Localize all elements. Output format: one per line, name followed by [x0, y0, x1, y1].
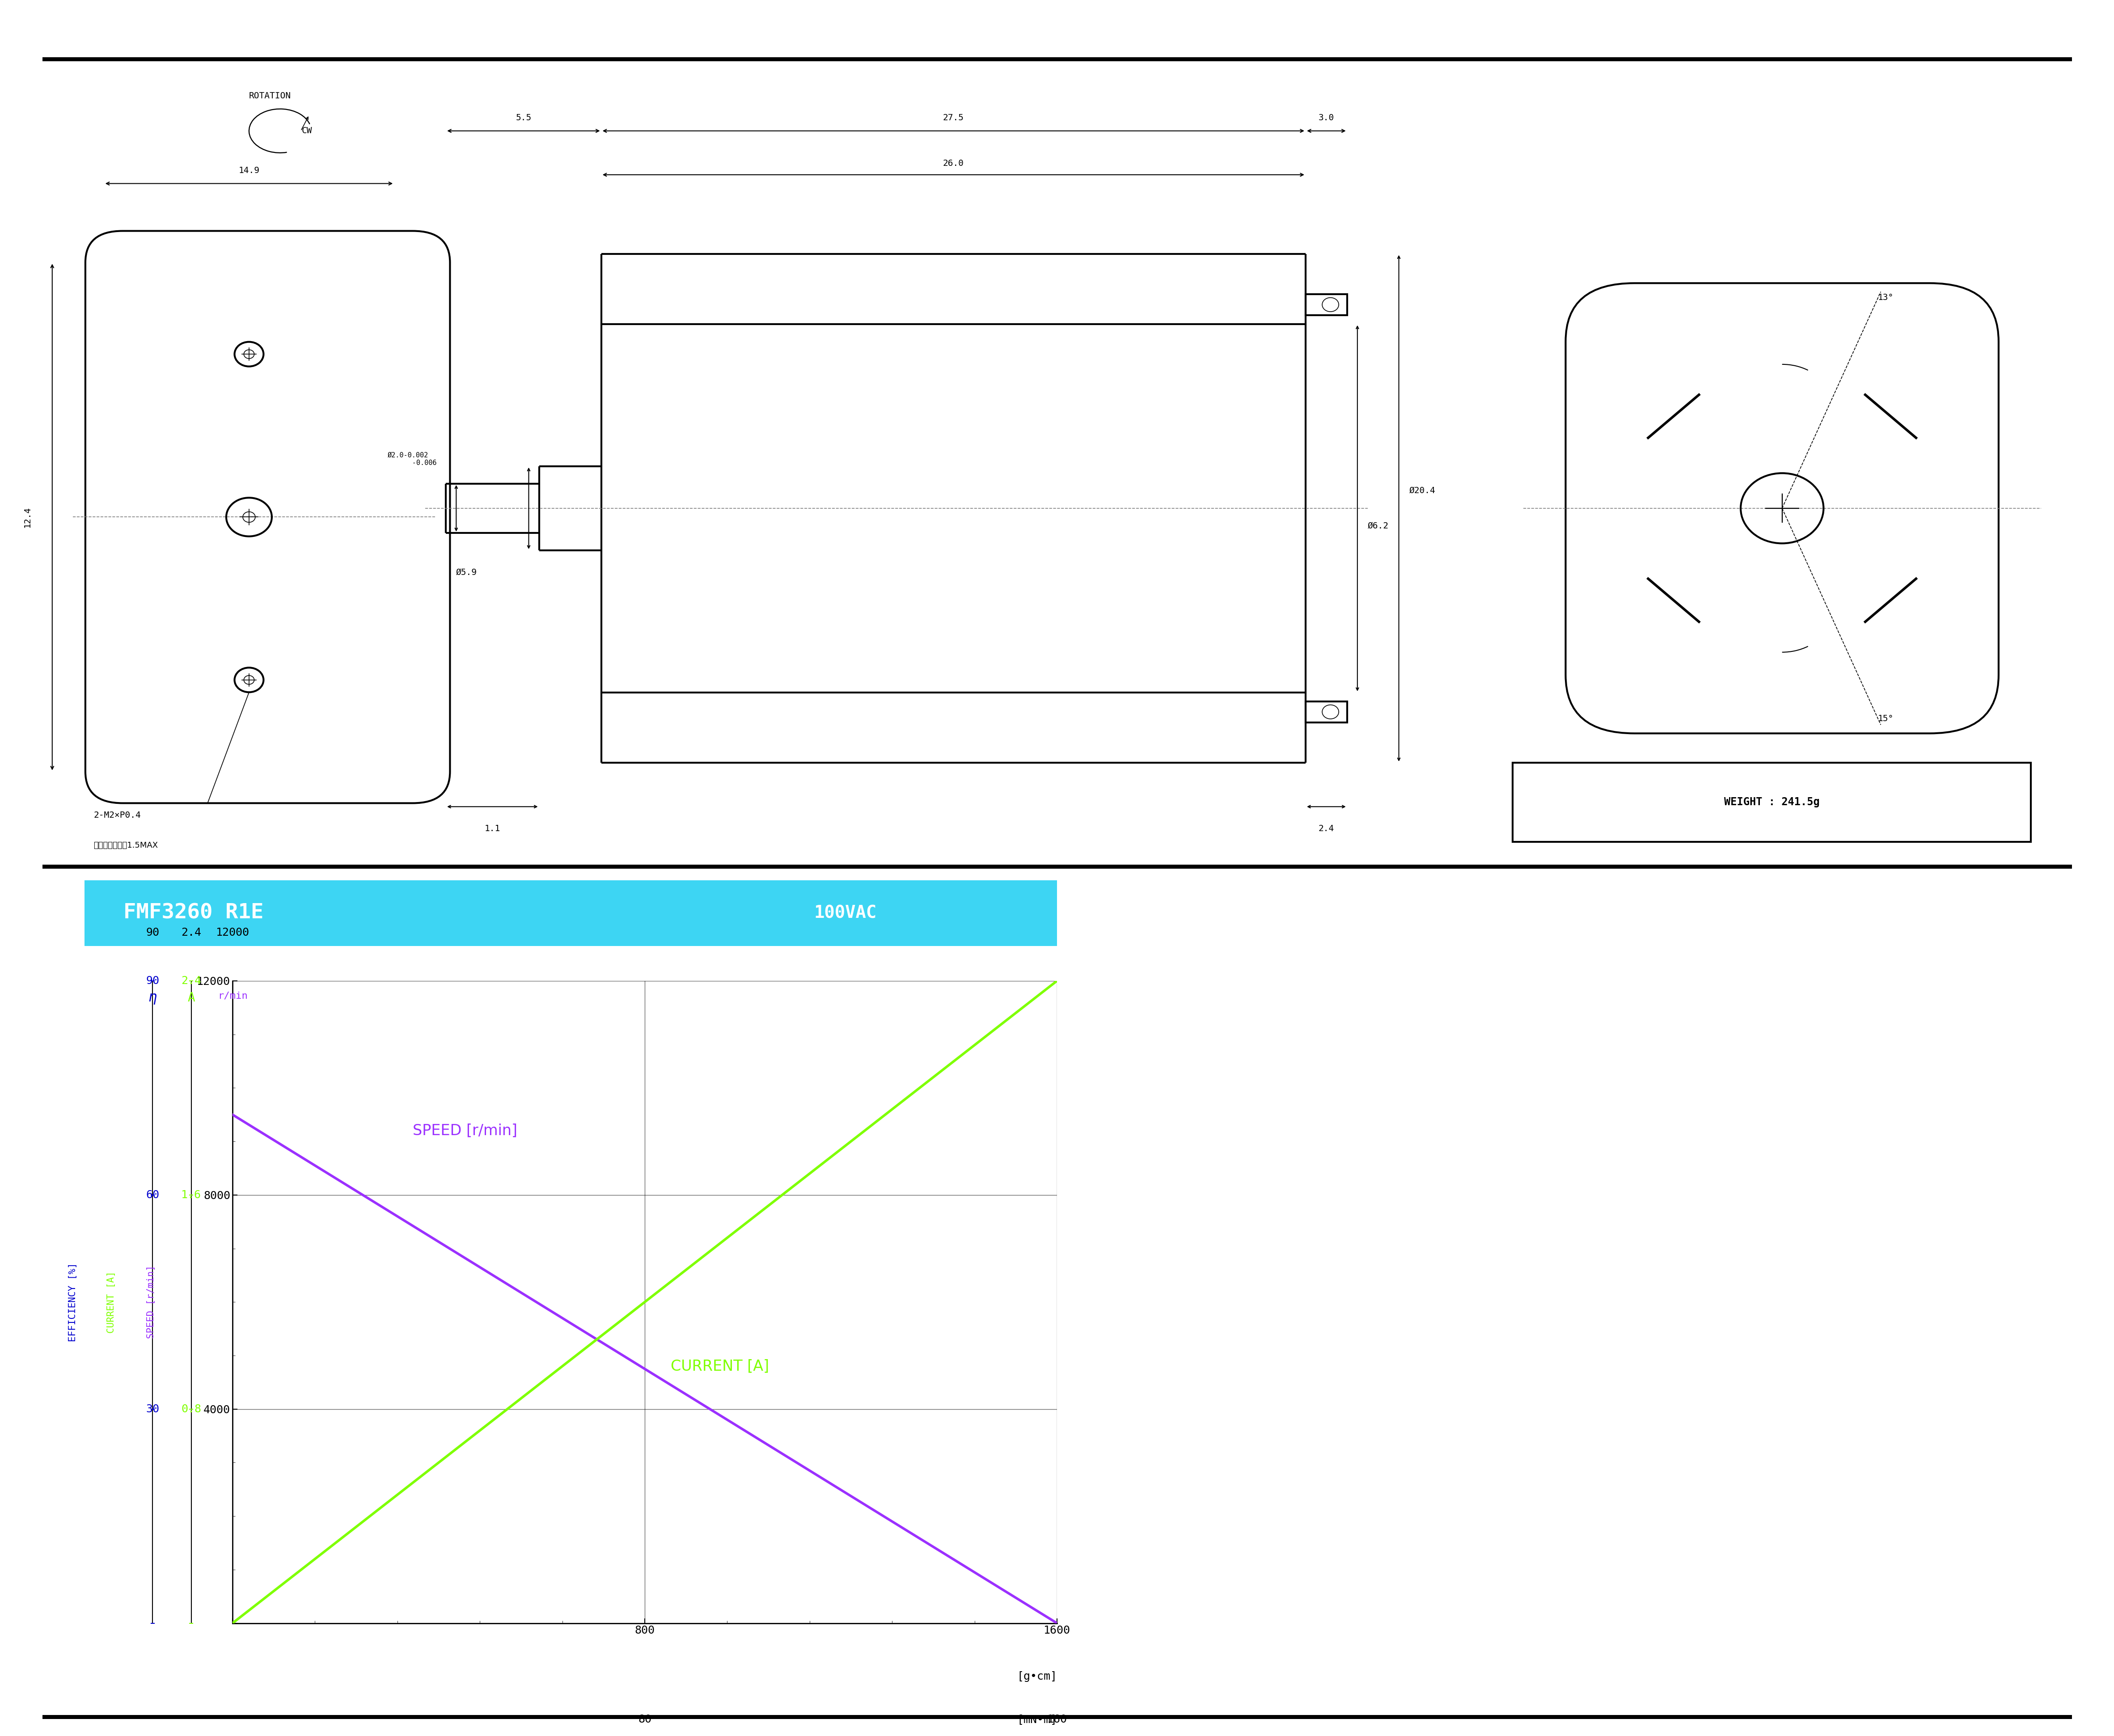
Text: 0.8: 0.8 — [182, 1404, 201, 1415]
Text: r/min: r/min — [218, 991, 247, 1000]
Text: 1.1: 1.1 — [484, 825, 501, 833]
Text: Ø20.4: Ø20.4 — [1410, 486, 1435, 495]
Text: Ø5.9: Ø5.9 — [457, 568, 478, 576]
Text: 12.4: 12.4 — [23, 507, 32, 528]
Text: 13°: 13° — [1877, 293, 1894, 302]
Text: 2.4: 2.4 — [182, 976, 201, 986]
Text: 2.4: 2.4 — [1319, 825, 1334, 833]
Text: 30: 30 — [146, 1404, 159, 1415]
Text: 90: 90 — [146, 976, 159, 986]
Text: 26.0: 26.0 — [943, 160, 964, 168]
Text: FMF3260 R1E: FMF3260 R1E — [123, 903, 264, 924]
FancyBboxPatch shape — [85, 231, 450, 804]
Text: 14.9: 14.9 — [239, 167, 260, 175]
Text: 15°: 15° — [1877, 715, 1894, 724]
Text: ROTATION: ROTATION — [249, 92, 292, 101]
Text: SPEED [r/min]: SPEED [r/min] — [412, 1123, 518, 1139]
Text: 90: 90 — [146, 927, 159, 937]
Text: [mN•m]: [mN•m] — [1017, 1713, 1057, 1726]
Text: CW: CW — [302, 127, 313, 135]
Text: 12000: 12000 — [216, 927, 249, 937]
Text: SPEED [r/min]: SPEED [r/min] — [146, 1266, 156, 1338]
Text: EFFICIENCY [%]: EFFICIENCY [%] — [68, 1262, 78, 1342]
Bar — [1514, 762, 2032, 842]
Text: WEIGHT : 241.5g: WEIGHT : 241.5g — [1723, 797, 1820, 807]
Text: CURRENT [A]: CURRENT [A] — [670, 1359, 769, 1373]
Text: η: η — [148, 991, 156, 1005]
Text: 3.0: 3.0 — [1319, 113, 1334, 122]
Text: 1.6: 1.6 — [182, 1189, 201, 1200]
Text: A: A — [188, 991, 194, 1003]
Text: 160: 160 — [1046, 1713, 1068, 1726]
Text: 2.4: 2.4 — [182, 927, 201, 937]
Text: 60: 60 — [146, 1189, 159, 1200]
Text: 80: 80 — [638, 1713, 651, 1726]
Text: Ø6.2: Ø6.2 — [1368, 521, 1389, 529]
Bar — [1306, 293, 1347, 316]
Text: 27.5: 27.5 — [943, 113, 964, 122]
Text: 5.5: 5.5 — [516, 113, 531, 122]
Bar — [1306, 701, 1347, 722]
Text: 2-M2×P0.4: 2-M2×P0.4 — [93, 811, 142, 819]
Text: 100VAC: 100VAC — [814, 904, 877, 922]
Text: CURRENT [A]: CURRENT [A] — [108, 1271, 116, 1333]
Text: [g•cm]: [g•cm] — [1017, 1672, 1057, 1682]
FancyBboxPatch shape — [1566, 283, 1998, 733]
Text: ネジ挿入深さ　1.5MAX: ネジ挿入深さ 1.5MAX — [93, 842, 159, 849]
Text: Ø2.0-0.002
      -0.006: Ø2.0-0.002 -0.006 — [387, 451, 438, 467]
